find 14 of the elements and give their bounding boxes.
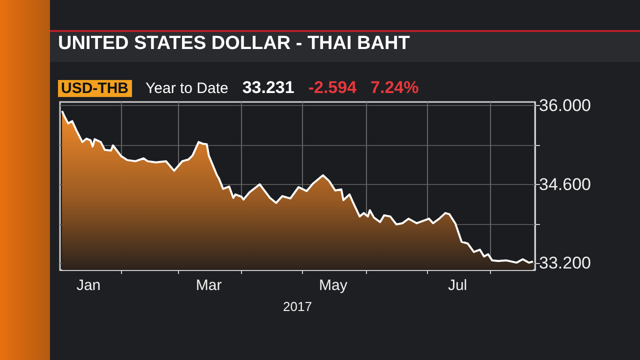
text: USD-THB [58, 80, 132, 96]
text: 33.231 [242, 78, 294, 98]
y-tick-label: 36.000 [539, 96, 591, 115]
x-tick-label: Jul [448, 277, 468, 294]
y-tick-label: 33.200 [539, 254, 591, 273]
text: 7.24% [370, 78, 419, 98]
text: -2.594 [308, 78, 357, 98]
text: Year to Date [146, 80, 228, 96]
x-axis-title: 2017 [283, 299, 312, 314]
y-tick-label: 34.600 [539, 174, 591, 194]
x-tick-label: Mar [196, 277, 222, 294]
x-tick-label: May [319, 277, 348, 294]
x-tick-label: Jan [76, 277, 101, 294]
chart-title: UNITED STATES DOLLAR - THAI BAHT [58, 33, 410, 55]
